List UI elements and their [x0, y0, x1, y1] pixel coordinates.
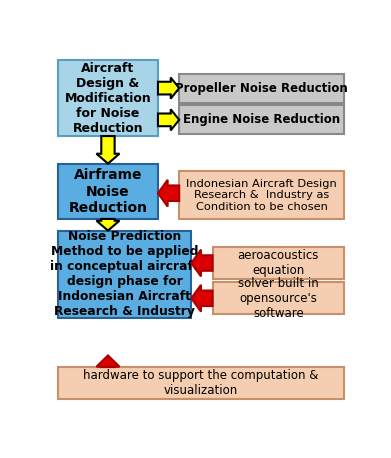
- Text: Propeller Noise Reduction: Propeller Noise Reduction: [176, 82, 348, 95]
- Polygon shape: [97, 136, 120, 164]
- FancyBboxPatch shape: [179, 105, 344, 134]
- Polygon shape: [158, 180, 179, 207]
- FancyBboxPatch shape: [213, 283, 344, 314]
- FancyBboxPatch shape: [58, 164, 158, 219]
- FancyBboxPatch shape: [179, 171, 344, 219]
- Polygon shape: [97, 219, 120, 230]
- Polygon shape: [191, 250, 213, 277]
- FancyBboxPatch shape: [58, 60, 158, 136]
- Text: Noise Prediction
Method to be applied
in conceptual aircraft
design phase for
In: Noise Prediction Method to be applied in…: [50, 230, 199, 318]
- Text: hardware to support the computation &
visualization: hardware to support the computation & vi…: [83, 369, 319, 397]
- Polygon shape: [158, 109, 179, 131]
- Text: Engine Noise Reduction: Engine Noise Reduction: [183, 113, 340, 126]
- FancyBboxPatch shape: [179, 74, 344, 103]
- FancyBboxPatch shape: [213, 247, 344, 279]
- Text: solver built in
opensource's
software: solver built in opensource's software: [238, 277, 319, 320]
- Text: aeroacoustics
equation: aeroacoustics equation: [238, 249, 319, 277]
- Polygon shape: [158, 77, 179, 98]
- Text: Indonesian Aircraft Design
Research &  Industry as
Condition to be chosen: Indonesian Aircraft Design Research & In…: [187, 179, 337, 212]
- Text: Airframe
Noise
Reduction: Airframe Noise Reduction: [68, 169, 147, 215]
- Polygon shape: [191, 285, 213, 312]
- FancyBboxPatch shape: [58, 367, 344, 399]
- FancyBboxPatch shape: [58, 231, 191, 318]
- Polygon shape: [97, 355, 120, 367]
- Text: Aircraft
Design &
Modification
for Noise
Reduction: Aircraft Design & Modification for Noise…: [65, 62, 151, 135]
